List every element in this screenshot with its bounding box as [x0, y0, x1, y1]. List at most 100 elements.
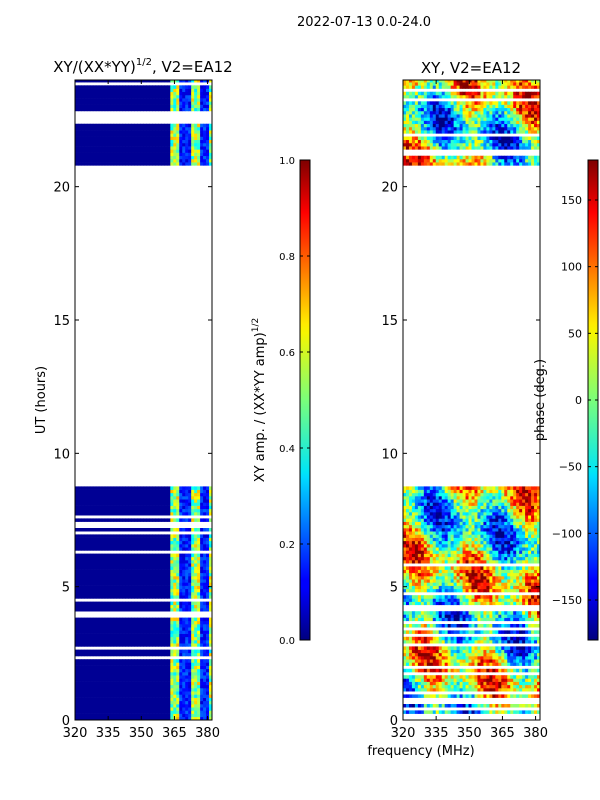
heatmap-cell — [158, 608, 162, 612]
heatmap-cell — [146, 553, 150, 558]
heatmap-cell — [411, 611, 416, 615]
heatmap-cell — [152, 486, 156, 490]
heatmap-cell — [531, 710, 535, 714]
heatmap-cell — [182, 595, 186, 599]
heatmap-cell — [471, 646, 475, 650]
heatmap-cell — [113, 617, 118, 622]
heatmap-cell — [137, 585, 141, 590]
heatmap-cell — [206, 149, 210, 153]
heatmap-cell — [104, 713, 109, 718]
heatmap-cell — [203, 624, 207, 628]
heatmap-cell — [92, 624, 97, 628]
heatmap-cell — [188, 101, 192, 105]
heatmap-cell — [164, 101, 168, 105]
heatmap-cell — [206, 158, 210, 163]
heatmap-cell — [137, 592, 141, 596]
heatmap-cell — [188, 98, 192, 102]
heatmap-cell — [167, 563, 171, 567]
heatmap-cell — [116, 707, 121, 711]
heatmap-cell — [107, 678, 112, 682]
heatmap-cell — [92, 643, 97, 647]
heatmap-cell — [209, 636, 212, 641]
heatmap-cell — [101, 133, 106, 137]
heatmap-cell — [167, 537, 171, 542]
heatmap-cell — [414, 675, 419, 679]
heatmap-cell — [158, 617, 162, 622]
heatmap-cell — [173, 569, 177, 574]
heatmap-cell — [194, 627, 198, 631]
heatmap-cell — [203, 697, 207, 702]
heatmap-cell — [176, 710, 180, 714]
heatmap-cell — [98, 688, 103, 692]
heatmap-cell — [486, 684, 490, 689]
heatmap-cell — [143, 636, 147, 641]
heatmap-cell — [122, 142, 127, 147]
heatmap-cell — [480, 649, 484, 654]
heatmap-cell — [537, 662, 540, 666]
heatmap-cell — [444, 617, 449, 622]
heatmap-cell — [116, 694, 121, 698]
heatmap-cell — [188, 556, 192, 561]
heatmap-cell — [80, 149, 85, 153]
heatmap-cell — [116, 133, 121, 137]
heatmap-cell — [155, 636, 159, 641]
heatmap-cell — [483, 681, 487, 686]
heatmap-cell — [75, 707, 79, 711]
heatmap-cell — [131, 659, 135, 663]
heatmap-cell — [89, 604, 94, 609]
heatmap-cell — [170, 505, 174, 510]
heatmap-cell — [170, 88, 174, 93]
heatmap-cell — [203, 675, 207, 679]
heatmap-cell — [137, 668, 141, 673]
heatmap-cell — [95, 556, 100, 561]
heatmap-cell — [170, 149, 174, 153]
heatmap-cell — [432, 668, 437, 673]
heatmap-cell — [140, 162, 144, 166]
heatmap-cell — [122, 592, 127, 596]
heatmap-cell — [191, 518, 195, 522]
heatmap-cell — [116, 499, 121, 503]
heatmap-cell — [155, 508, 159, 513]
heatmap-cell — [179, 556, 183, 561]
heatmap-cell — [444, 675, 449, 679]
heatmap-cell — [173, 710, 177, 714]
heatmap-cell — [194, 547, 198, 551]
heatmap-cell — [191, 681, 195, 686]
heatmap-cell — [498, 646, 502, 650]
heatmap-cell — [128, 608, 132, 612]
heatmap-cell — [203, 136, 207, 141]
heatmap-cell — [173, 139, 177, 144]
heatmap-cell — [149, 688, 153, 692]
heatmap-cell — [98, 665, 103, 670]
heatmap-cell — [420, 640, 425, 644]
heatmap-cell — [522, 681, 526, 686]
heatmap-cell — [125, 579, 130, 583]
heatmap-cell — [167, 80, 171, 83]
heatmap-cell — [83, 563, 88, 567]
heatmap-cell — [191, 499, 195, 503]
heatmap-cell — [510, 611, 514, 615]
heatmap-cell — [119, 489, 124, 494]
heatmap-cell — [411, 668, 416, 673]
heatmap-cell — [531, 646, 535, 650]
heatmap-cell — [507, 617, 511, 622]
heatmap-cell — [206, 518, 210, 522]
heatmap-cell — [137, 499, 141, 503]
heatmap-cell — [456, 630, 460, 634]
heatmap-cell — [483, 611, 487, 615]
heatmap-cell — [98, 91, 103, 96]
heatmap-cell — [528, 649, 532, 654]
heatmap-cell — [164, 697, 168, 702]
heatmap-cell — [161, 556, 165, 561]
heatmap-cell — [432, 640, 437, 644]
heatmap-cell — [188, 630, 192, 634]
heatmap-cell — [122, 659, 127, 663]
heatmap-cell — [128, 665, 132, 670]
heatmap-cell — [125, 633, 130, 638]
heatmap-cell — [411, 617, 416, 622]
heatmap-cell — [119, 492, 124, 497]
heatmap-cell — [77, 576, 82, 580]
heatmap-cell — [110, 694, 115, 698]
heatmap-cell — [161, 688, 165, 692]
heatmap-cell — [194, 672, 198, 676]
